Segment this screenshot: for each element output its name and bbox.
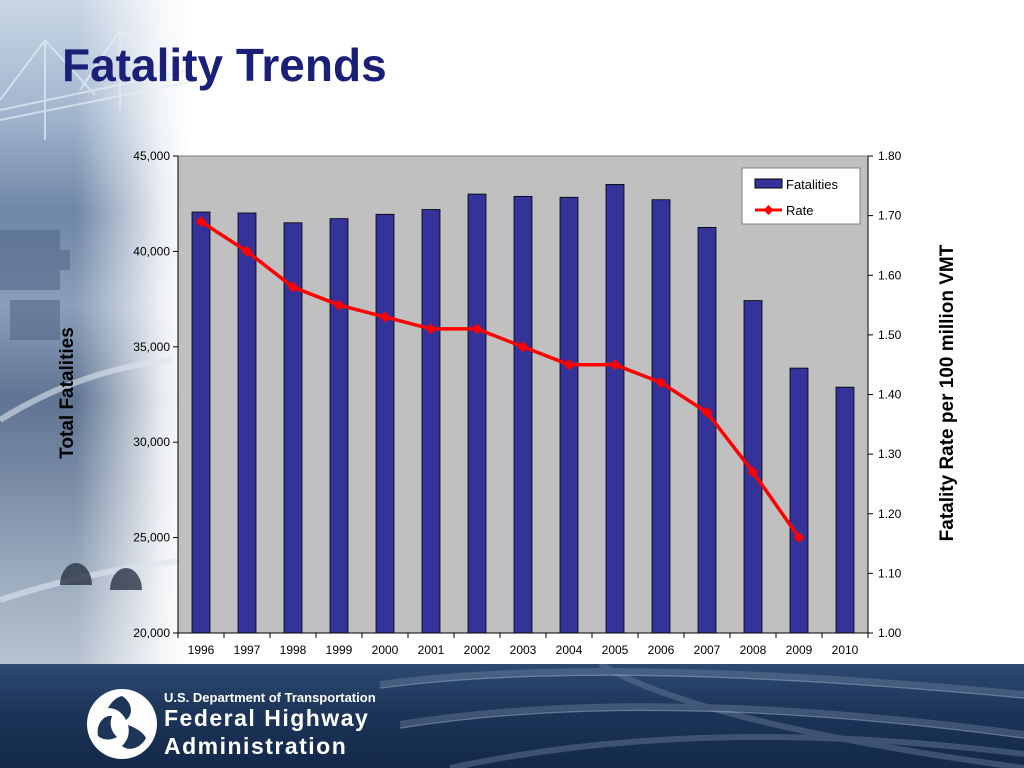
highway-interchange-illustration bbox=[379, 664, 1024, 768]
x-tick-label-2006: 2006 bbox=[648, 643, 675, 657]
bar-1999 bbox=[329, 218, 349, 634]
bar-2006 bbox=[651, 199, 671, 634]
left-photo-strip bbox=[0, 0, 190, 664]
rate-point-2005 bbox=[609, 359, 621, 371]
rate-point-1997 bbox=[241, 245, 253, 257]
legend-label-rate: Rate bbox=[786, 203, 813, 218]
y-tick-label-left: 40,000 bbox=[133, 244, 170, 258]
bar-2004 bbox=[559, 196, 579, 634]
x-tick-label-1996: 1996 bbox=[188, 643, 215, 657]
x-tick-label-2001: 2001 bbox=[418, 643, 445, 657]
x-tick-label-2004: 2004 bbox=[556, 643, 583, 657]
bar-2002 bbox=[467, 193, 487, 634]
rate-series-line bbox=[200, 220, 801, 539]
rate-point-1996 bbox=[195, 216, 207, 228]
bar-2003 bbox=[513, 195, 533, 634]
y-tick-label-right: 1.80 bbox=[878, 149, 902, 163]
rate-point-2004 bbox=[563, 359, 575, 371]
rate-point-2000 bbox=[379, 311, 391, 323]
x-tick-label-1997: 1997 bbox=[234, 643, 261, 657]
bottom-banner bbox=[0, 664, 1024, 768]
x-tick-label-2005: 2005 bbox=[602, 643, 629, 657]
y-tick-label-right: 1.50 bbox=[878, 328, 902, 342]
x-tick-label-2008: 2008 bbox=[740, 643, 767, 657]
x-tick-label-2010: 2010 bbox=[832, 643, 859, 657]
legend-label-fatalities: Fatalities bbox=[786, 177, 839, 192]
agency-name-line-1: Federal Highway bbox=[164, 705, 370, 731]
y-tick-label-left: 35,000 bbox=[133, 340, 170, 354]
y-tick-label-right: 1.40 bbox=[878, 388, 902, 402]
y-tick-label-right: 1.10 bbox=[878, 566, 902, 580]
bar-2009 bbox=[789, 367, 809, 634]
rate-point-2007 bbox=[701, 406, 713, 418]
y-tick-label-left: 20,000 bbox=[133, 626, 170, 640]
rate-point-2006 bbox=[655, 377, 667, 389]
rate-point-2001 bbox=[425, 323, 437, 335]
usdot-logo bbox=[87, 689, 157, 759]
bar-2000 bbox=[375, 213, 395, 634]
y-tick-label-right: 1.00 bbox=[878, 626, 902, 640]
y-tick-label-right: 1.60 bbox=[878, 268, 902, 282]
x-tick-label-2009: 2009 bbox=[786, 643, 813, 657]
rate-point-2003 bbox=[517, 341, 529, 353]
y-tick-label-left: 30,000 bbox=[133, 435, 170, 449]
department-label: U.S. Department of Transportation bbox=[164, 690, 376, 705]
x-tick-label-2000: 2000 bbox=[372, 643, 399, 657]
bar-2005 bbox=[605, 184, 625, 634]
y-tick-label-right: 1.20 bbox=[878, 507, 902, 521]
legend-swatch-fatalities bbox=[754, 178, 783, 189]
agency-name-line-2: Administration bbox=[164, 733, 348, 759]
rate-point-2002 bbox=[471, 323, 483, 335]
legend: Fatalities Rate bbox=[741, 167, 861, 225]
bar-2007 bbox=[697, 226, 717, 634]
rate-point-2008 bbox=[747, 466, 759, 478]
bar-1996 bbox=[191, 211, 211, 634]
rate-point-2009 bbox=[793, 532, 805, 544]
y-tick-label-right: 1.70 bbox=[878, 209, 902, 223]
bar-2010 bbox=[835, 386, 855, 634]
bar-2001 bbox=[421, 209, 441, 634]
page-title: Fatality Trends bbox=[62, 39, 387, 91]
x-tick-label-2003: 2003 bbox=[510, 643, 537, 657]
legend-box bbox=[741, 167, 861, 225]
x-tick-label-2007: 2007 bbox=[694, 643, 721, 657]
highway-photo-illustration bbox=[0, 29, 190, 603]
rate-point-1998 bbox=[287, 281, 299, 293]
y-tick-label-left: 45,000 bbox=[133, 149, 170, 163]
x-tick-label-1998: 1998 bbox=[280, 643, 307, 657]
legend-marker-rate bbox=[763, 205, 774, 215]
x-tick-label-1999: 1999 bbox=[326, 643, 353, 657]
bar-1997 bbox=[237, 212, 257, 634]
y-tick-label-left: 25,000 bbox=[133, 531, 170, 545]
rate-point-1999 bbox=[333, 299, 345, 311]
x-tick-label-2002: 2002 bbox=[464, 643, 491, 657]
y-tick-label-right: 1.30 bbox=[878, 447, 902, 461]
